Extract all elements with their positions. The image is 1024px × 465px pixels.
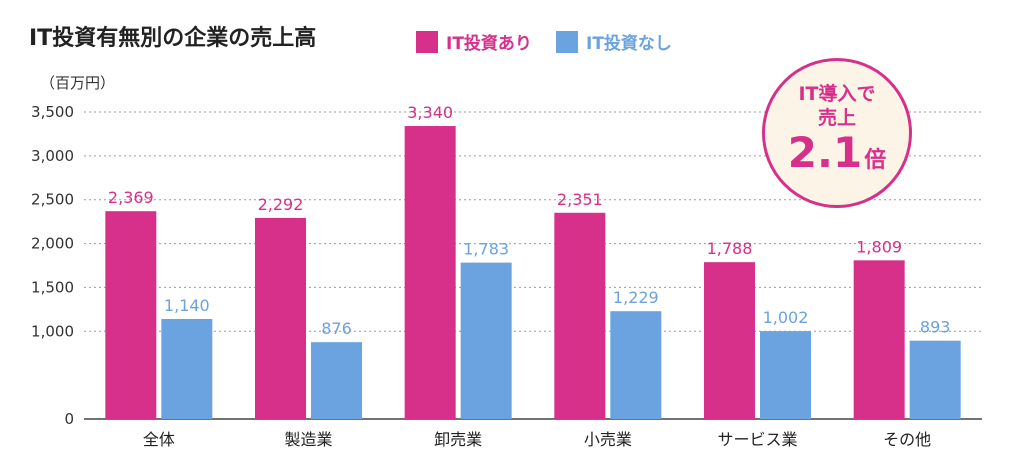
data-label-no-it-investment: 1,783 [463,240,509,259]
data-label-it-investment: 3,340 [407,103,453,122]
bar-it-investment [255,217,306,419]
badge-multiplier: 2.1 倍 [788,130,886,184]
badge-value: 2.1 [787,128,863,177]
y-tick-label: 1,000 [31,322,74,340]
bar-it-investment [404,126,456,419]
x-tick-label: 卸売業 [434,430,482,449]
data-label-it-investment: 1,809 [856,237,902,256]
badge-line-2: 売上 [817,107,856,129]
bar-it-investment [704,262,755,419]
x-tick-label: 全体 [143,430,175,449]
data-label-it-investment: 2,292 [258,195,304,214]
bar-it-investment [554,212,606,419]
x-tick-label: その他 [883,430,931,449]
data-label-it-investment: 2,369 [108,188,154,207]
bar-no-it-investment [161,319,213,419]
callout-badge: IT導入で 売上 2.1 倍 [762,58,912,208]
bar-it-investment [853,260,905,419]
data-label-no-it-investment: 1,140 [164,296,210,315]
legend-label-no-it-investment: IT投資なし [586,34,672,54]
legend-swatch-it-investment [416,30,438,53]
legend-item-it-investment: IT投資あり [416,29,532,54]
y-axis-unit-label: （百万円） [40,74,116,92]
data-label-no-it-investment: 893 [920,318,951,337]
y-tick-label: 1,500 [31,278,74,296]
data-label-it-investment: 2,351 [557,190,603,209]
y-tick-label: 0 [64,410,74,428]
y-tick-label: 3,000 [31,147,74,165]
badge-line-1: IT導入で [798,83,876,105]
legend-item-no-it-investment: IT投資なし [556,29,672,54]
y-tick-label: 3,500 [31,103,74,121]
bar-it-investment [105,211,157,419]
data-label-no-it-investment: 1,002 [763,308,809,327]
data-label-no-it-investment: 876 [321,319,352,338]
chart-title: IT投資有無別の企業の売上高 [29,26,317,51]
legend-label-it-investment: IT投資あり [446,34,532,54]
data-label-it-investment: 1,788 [707,239,753,258]
bar-no-it-investment [760,331,811,419]
x-tick-label: 製造業 [284,430,332,449]
y-tick-label: 2,500 [31,191,74,209]
data-label-no-it-investment: 1,229 [613,288,659,307]
legend-swatch-no-it-investment [556,30,578,53]
bar-no-it-investment [460,262,512,419]
bar-no-it-investment [610,311,662,419]
y-tick-label: 2,000 [31,235,74,253]
bar-no-it-investment [311,342,362,419]
bar-no-it-investment [909,340,961,419]
x-tick-label: サービス業 [717,430,797,449]
badge-suffix: 倍 [864,148,887,173]
x-tick-label: 小売業 [584,430,632,449]
